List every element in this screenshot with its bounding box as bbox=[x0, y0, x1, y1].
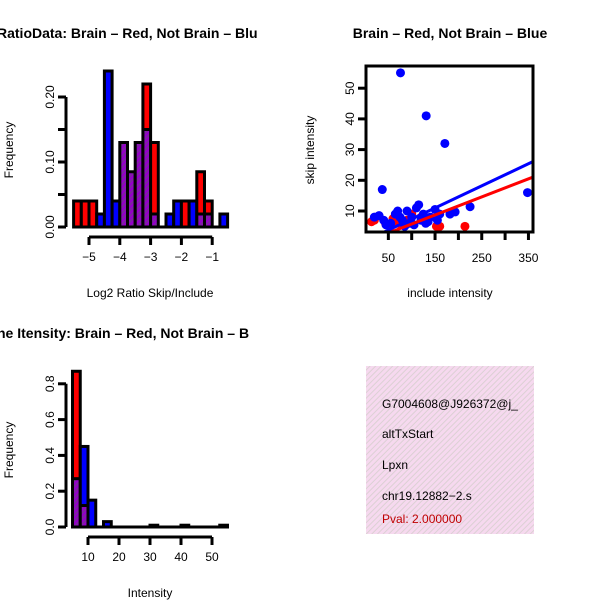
y-tick-label: 0.2 bbox=[43, 483, 57, 500]
y-tick-label: 0.4 bbox=[43, 447, 57, 464]
x-tick-label: −5 bbox=[82, 250, 96, 264]
plot-area bbox=[367, 68, 533, 232]
histogram-bar bbox=[80, 446, 88, 527]
x-tick-label: 50 bbox=[205, 550, 219, 564]
x-tick-label: 30 bbox=[143, 550, 157, 564]
histogram-bar bbox=[219, 214, 228, 227]
overlap-bar bbox=[142, 129, 151, 227]
info-panel: G7004608@J926372@j_ altTxStart Lpxn chr1… bbox=[366, 366, 534, 534]
overlap-bar bbox=[72, 478, 81, 527]
x-axis-label: include intensity bbox=[407, 286, 492, 300]
x-tick-label: −2 bbox=[175, 250, 189, 264]
event-type: altTxStart bbox=[382, 427, 434, 441]
overlap-bar bbox=[204, 214, 213, 227]
x-tick-label: −1 bbox=[205, 250, 219, 264]
histogram-bar bbox=[166, 214, 174, 227]
intensity-histogram: ne Itensity: Brain – Red, Not Brain – B … bbox=[0, 325, 249, 600]
y-tick-label: 40 bbox=[343, 112, 357, 126]
histogram-bar bbox=[103, 521, 112, 527]
not-brain-point bbox=[440, 138, 450, 148]
x-axis-label: Log2 Ratio Skip/Include bbox=[87, 286, 214, 300]
x-tick-label: 350 bbox=[518, 251, 538, 265]
histogram-bar bbox=[189, 201, 197, 227]
intensity-scatter: Brain – Red, Not Brain – Blue include in… bbox=[303, 25, 547, 300]
x-tick-label: 40 bbox=[174, 550, 188, 564]
location: chr19.12882−2.s bbox=[382, 489, 472, 503]
histogram-bar bbox=[72, 371, 81, 527]
overlap-bar bbox=[196, 214, 205, 227]
not-brain-point bbox=[393, 206, 403, 216]
chart-title: Brain – Red, Not Brain – Blue bbox=[353, 25, 548, 41]
y-tick-label: 30 bbox=[343, 143, 357, 157]
y-tick-label: 50 bbox=[343, 81, 357, 95]
not-brain-point bbox=[523, 188, 533, 198]
brain-point bbox=[460, 221, 470, 231]
overlap-bar bbox=[135, 142, 143, 227]
not-brain-point bbox=[395, 68, 405, 78]
not-brain-point bbox=[421, 111, 431, 121]
x-tick-label: 150 bbox=[425, 251, 445, 265]
histogram-bar bbox=[81, 201, 89, 227]
x-tick-label: 10 bbox=[81, 550, 95, 564]
x-tick-label: 20 bbox=[112, 550, 126, 564]
histogram-bar bbox=[73, 201, 82, 227]
y-axis-label: Frequency bbox=[2, 122, 16, 179]
gene-name: Lpxn bbox=[382, 458, 408, 472]
histogram-bar bbox=[104, 71, 113, 227]
x-tick-label: 50 bbox=[382, 251, 396, 265]
pval: Pval: 2.000000 bbox=[382, 512, 462, 526]
y-tick-label: 0.00 bbox=[43, 215, 57, 239]
not-brain-point bbox=[381, 220, 391, 230]
x-axis-label: Intensity bbox=[128, 586, 173, 600]
histogram-bar bbox=[150, 142, 159, 227]
plot-box bbox=[364, 64, 535, 234]
x-tick-label: 250 bbox=[472, 251, 492, 265]
not-brain-point bbox=[377, 185, 387, 195]
not-brain-point bbox=[414, 200, 424, 210]
ratio-histogram: RatioData: Brain – Red, Not Brain – Blu … bbox=[0, 25, 258, 300]
y-tick-label: 0.0 bbox=[43, 518, 57, 535]
y-axis-label: skip intensity bbox=[303, 116, 317, 185]
chart-title: RatioData: Brain – Red, Not Brain – Blu bbox=[0, 25, 258, 41]
overlap-bar bbox=[127, 171, 136, 227]
histogram-bar bbox=[196, 171, 205, 227]
y-tick-label: 0.10 bbox=[43, 150, 57, 174]
y-tick-label: 0.6 bbox=[43, 411, 57, 428]
y-tick-label: 20 bbox=[343, 173, 357, 187]
event-id: G7004608@J926372@j_ bbox=[382, 397, 518, 411]
overlap-bar bbox=[150, 214, 159, 227]
not-brain-point bbox=[402, 206, 412, 216]
brain-fit-line bbox=[389, 175, 533, 232]
histogram-bar bbox=[173, 201, 182, 227]
histogram-bar bbox=[112, 201, 120, 227]
not-brain-point bbox=[445, 209, 455, 219]
histogram-bar bbox=[89, 201, 97, 227]
histogram-bar bbox=[181, 201, 190, 227]
x-tick-label: −3 bbox=[144, 250, 158, 264]
x-tick-label: −4 bbox=[113, 250, 127, 264]
y-tick-label: 0.8 bbox=[43, 375, 57, 392]
y-tick-label: 10 bbox=[343, 204, 357, 218]
histogram-bar bbox=[88, 500, 96, 527]
overlap-bar bbox=[119, 142, 128, 227]
not-brain-point bbox=[465, 202, 475, 212]
histogram-bar bbox=[96, 214, 105, 227]
not-brain-fit-line bbox=[382, 160, 533, 232]
info-background bbox=[366, 366, 534, 534]
y-axis-label: Frequency bbox=[2, 422, 16, 479]
chart-title: ne Itensity: Brain – Red, Not Brain – B bbox=[0, 325, 249, 341]
y-tick-label: 0.20 bbox=[43, 85, 57, 109]
overlap-bar bbox=[80, 505, 88, 527]
